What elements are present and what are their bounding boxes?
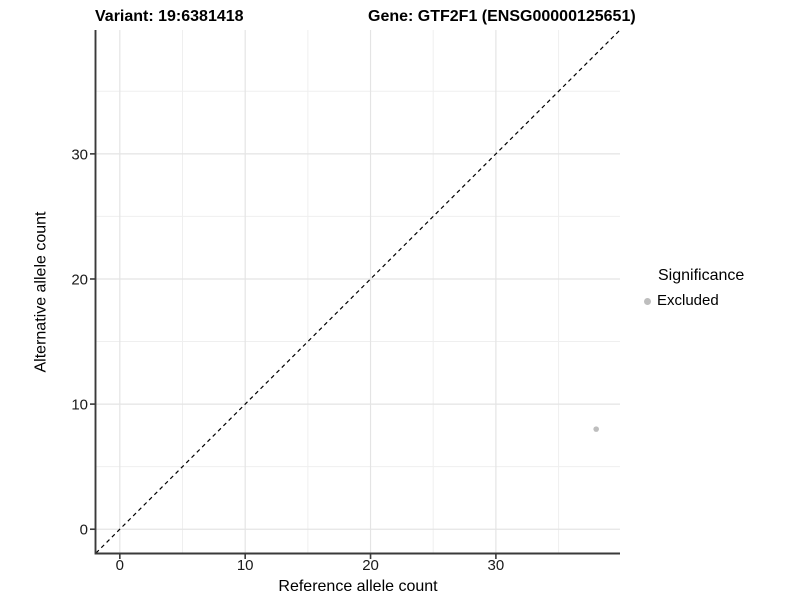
legend-item-excluded: Excluded	[644, 291, 744, 311]
y-tick-label: 0	[80, 522, 88, 539]
y-tick-label: 20	[71, 271, 88, 288]
data-point	[593, 426, 599, 432]
x-tick-label: 10	[237, 557, 254, 574]
x-tick-label: 30	[488, 557, 505, 574]
legend: Significance Excluded	[640, 266, 744, 311]
excluded-marker-icon	[644, 297, 651, 305]
x-tick-label: 20	[362, 557, 379, 574]
y-tick-label: 30	[71, 146, 88, 163]
plot-title-gene: Gene: GTF2F1 (ENSG00000125651)	[368, 8, 636, 25]
plot-title-variant: Variant: 19:6381418	[95, 8, 244, 25]
axis-lines	[94, 30, 620, 555]
y-tick-label: 10	[71, 397, 88, 414]
identity-dashed-line	[95, 29, 621, 554]
legend-label-excluded: Excluded	[657, 292, 719, 309]
legend-title: Significance	[658, 267, 745, 284]
x-axis-title: Reference allele count	[278, 578, 438, 595]
x-tick-label: 0	[116, 557, 124, 574]
y-axis-title: Alternative allele count	[32, 211, 50, 373]
